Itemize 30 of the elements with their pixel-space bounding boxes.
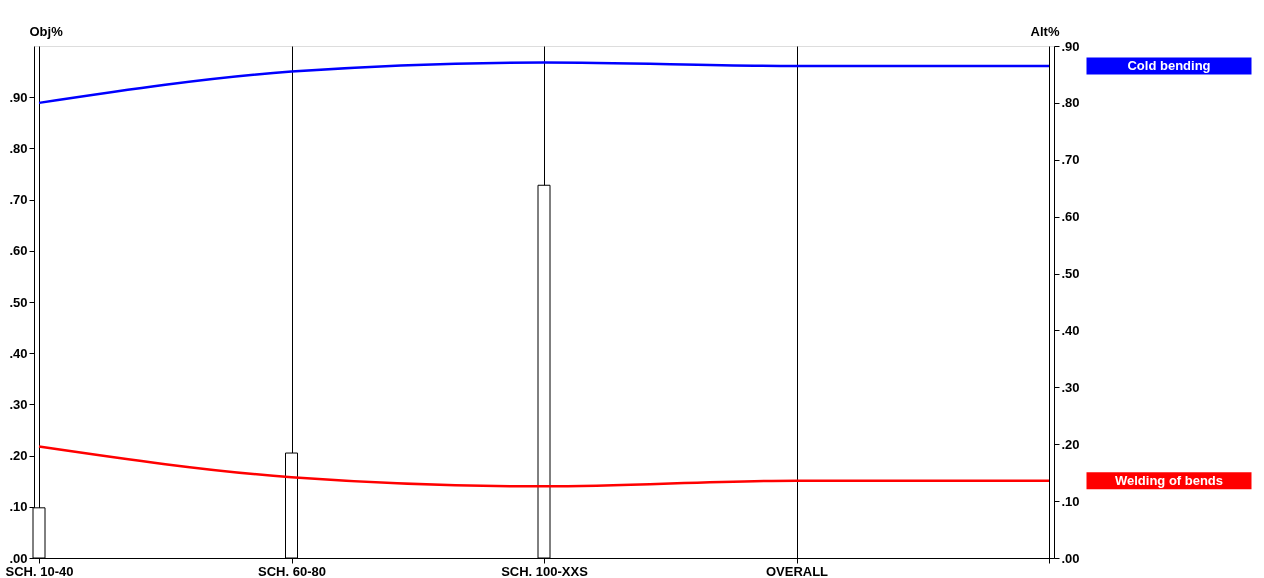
y-tick-label: .50 xyxy=(9,294,28,310)
y2-tick-label: .30 xyxy=(1061,379,1080,395)
y2-tick-label: .90 xyxy=(1061,38,1080,54)
text: Cold bending xyxy=(1127,57,1211,73)
y2-tick-label: .60 xyxy=(1061,209,1080,225)
y-tick-label: .30 xyxy=(9,396,28,412)
y-tick-label: .90 xyxy=(9,89,28,105)
y2-tick-label: .20 xyxy=(1061,436,1080,452)
y-tick-label: .80 xyxy=(9,140,28,156)
y2-tick-label: .00 xyxy=(1061,550,1080,566)
x-tick-label: SCH. 10-40 xyxy=(5,563,74,578)
y2-tick-label: .40 xyxy=(1061,322,1080,338)
text: Welding of bends xyxy=(1114,472,1224,488)
y-tick-label: .40 xyxy=(9,345,28,361)
y-axis-title: Obj% xyxy=(29,23,64,39)
x-tick-label: SCH. 100-XXS xyxy=(501,563,589,578)
y-tick-label: .60 xyxy=(9,243,28,259)
y2-tick-label: .10 xyxy=(1061,493,1080,509)
y2-tick-label: .50 xyxy=(1061,266,1080,282)
y-tick-label: .00 xyxy=(9,550,28,566)
y2-tick-label: .80 xyxy=(1061,95,1080,111)
x-tick-label: SCH. 60-80 xyxy=(258,563,326,578)
x-tick-label: OVERALL xyxy=(765,563,829,578)
y-tick-label: .70 xyxy=(9,192,28,208)
y2-tick-label: .70 xyxy=(1061,152,1080,168)
y2-axis-title: Alt% xyxy=(1030,23,1060,39)
line-series xyxy=(37,61,1051,105)
y-tick-label: .10 xyxy=(9,499,28,515)
y-tick-label: .20 xyxy=(9,448,28,464)
line-series xyxy=(37,445,1051,488)
